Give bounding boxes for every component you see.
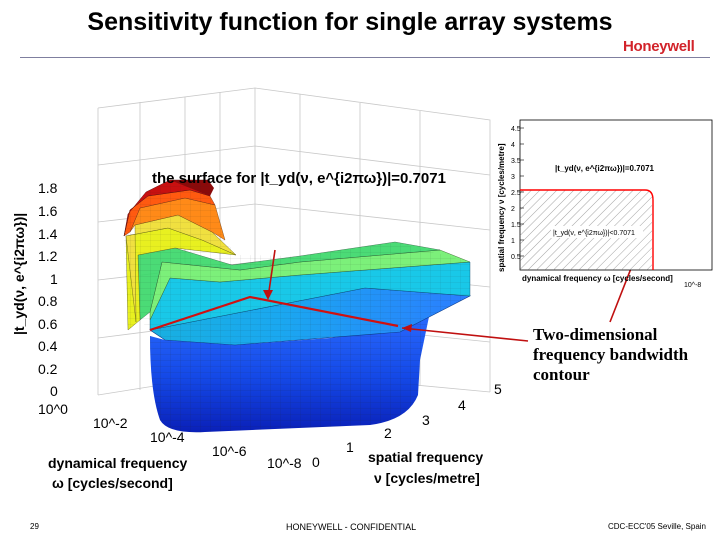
z-tick-label: 1.4 xyxy=(38,226,58,242)
z-axis-label: |t_yd(ν, e^{i2πω})| xyxy=(11,213,27,335)
inset-y-tick: 1.5 xyxy=(511,222,521,229)
inset-y-tick: 3.5 xyxy=(511,158,521,165)
surface-annotation: the surface for |t_yd(ν, e^{i2πω})|=0.70… xyxy=(152,170,446,187)
z-tick-label: 1.2 xyxy=(38,248,58,264)
x-axis-label-line2: ω [cycles/second] xyxy=(52,475,173,491)
y-tick-label: 4 xyxy=(458,397,466,413)
inset-y-tick: 3 xyxy=(511,174,515,181)
x-tick-label: 10^0 xyxy=(38,401,68,417)
bandwidth-callout: Two-dimensional frequency bandwidth cont… xyxy=(533,325,688,385)
y-tick-label: 0 xyxy=(312,454,320,470)
header-divider xyxy=(20,57,710,58)
z-tick-label: 1.8 xyxy=(38,180,58,196)
conference-label: CDC-ECC'05 Seville, Spain xyxy=(608,522,707,531)
x-axis-ticks: 10^0 10^-2 10^-4 10^-6 10^-8 xyxy=(38,401,302,471)
z-tick-label: 0.8 xyxy=(38,293,58,309)
y-tick-label: 3 xyxy=(422,412,430,428)
x-tick-label: 10^-4 xyxy=(150,429,185,445)
y-tick-label: 5 xyxy=(494,381,502,397)
inset-label-eq: |t_yd(ν, e^{i2πω})|=0.7071 xyxy=(555,164,655,173)
z-tick-label: 0.6 xyxy=(38,316,58,332)
x-axis-label-line1: dynamical frequency xyxy=(48,455,187,471)
honeywell-logo: Honeywell xyxy=(623,38,695,55)
x-tick-label: 10^-2 xyxy=(93,415,128,431)
z-tick-label: 0.2 xyxy=(38,361,58,377)
y-axis-label-line1: spatial frequency xyxy=(368,449,483,465)
z-tick-label: 1.6 xyxy=(38,203,58,219)
z-axis-ticks: 1.8 1.6 1.4 1.2 1 0.8 0.6 0.4 0.2 0 xyxy=(38,180,58,399)
callout-line: Two-dimensional xyxy=(533,325,658,344)
inset-x-tick: 10^-8 xyxy=(684,282,701,289)
inset-y-tick: 4.5 xyxy=(511,126,521,133)
inset-label-lt: |t_yd(ν, e^{i2πω})|<0.7071 xyxy=(553,230,635,237)
inset-y-tick: 2 xyxy=(511,206,515,213)
inset-y-tick: 2.5 xyxy=(511,190,521,197)
z-tick-label: 0.4 xyxy=(38,338,58,354)
page-number: 29 xyxy=(30,522,39,531)
inset-x-label: dynamical frequency ω [cycles/second] xyxy=(522,274,673,283)
x-tick-label: 10^-8 xyxy=(267,455,302,471)
y-axis-ticks: 0 1 2 3 4 5 xyxy=(312,381,502,470)
inset-y-tick: 1 xyxy=(511,238,515,245)
y-tick-label: 1 xyxy=(346,439,354,455)
contour-line xyxy=(149,295,399,332)
y-axis-label-line2: ν [cycles/metre] xyxy=(374,470,480,486)
page-title: Sensitivity function for single array sy… xyxy=(87,8,613,36)
surface-bowl xyxy=(150,312,430,433)
callout-line: contour xyxy=(533,365,590,384)
x-tick-label: 10^-6 xyxy=(212,443,247,459)
inset-y-label: spatial frequency ν [cycles/metre] xyxy=(497,143,506,272)
surface-ridge xyxy=(123,179,471,331)
contour-inset: 4.5 4 3.5 3 2.5 2 1.5 1 0.5 spatial freq… xyxy=(497,119,713,289)
inset-y-tick: 0.5 xyxy=(511,254,521,261)
inset-y-tick: 4 xyxy=(511,142,515,149)
z-tick-label: 1 xyxy=(50,271,58,287)
z-tick-label: 0 xyxy=(50,383,58,399)
y-tick-label: 2 xyxy=(384,425,392,441)
callout-line: frequency bandwidth xyxy=(533,345,689,364)
confidential-label: HONEYWELL - CONFIDENTIAL xyxy=(286,522,417,532)
